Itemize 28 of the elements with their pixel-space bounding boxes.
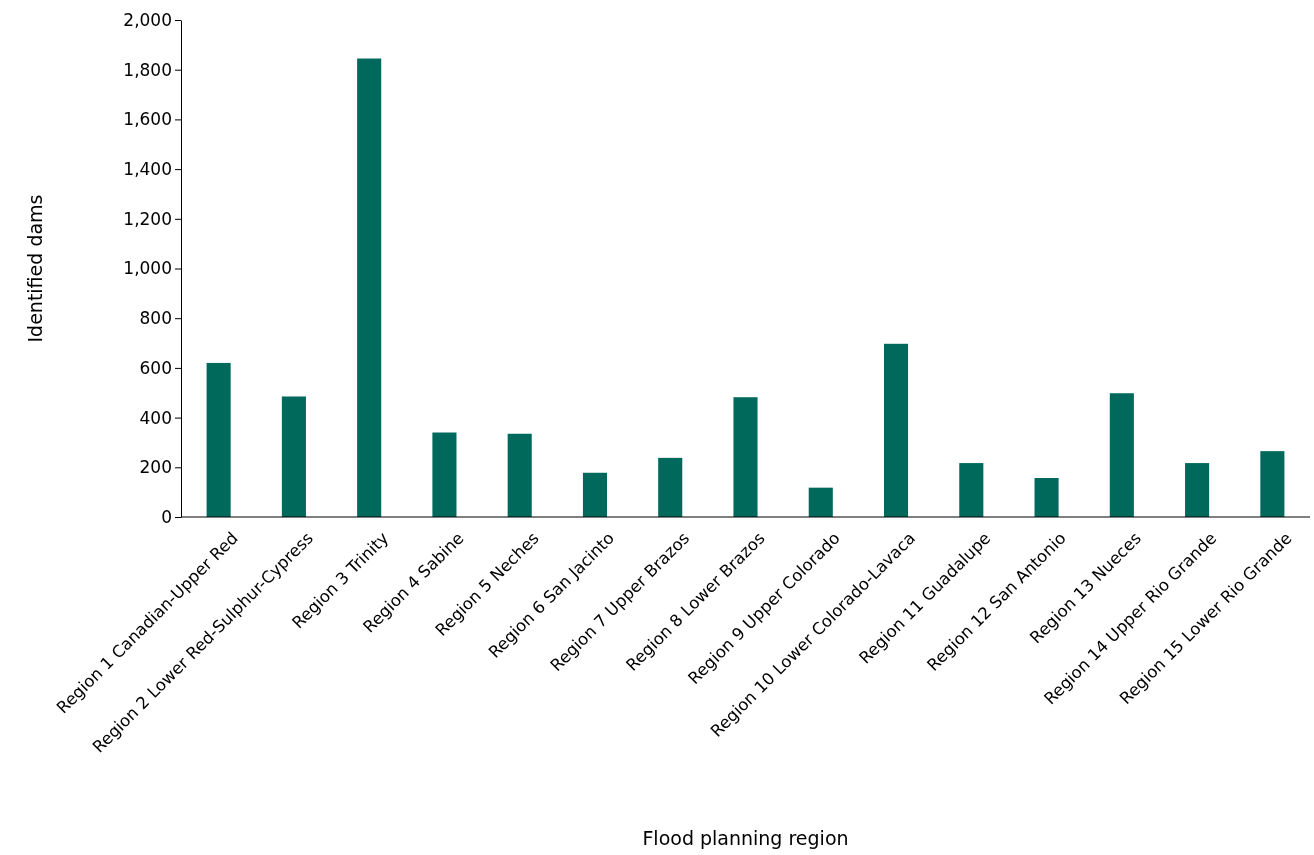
bar — [1185, 463, 1210, 517]
y-tick-label: 600 — [139, 357, 172, 378]
y-tick-label: 1,600 — [123, 109, 172, 130]
y-tick-label: 400 — [139, 407, 172, 428]
bar — [733, 397, 758, 517]
y-tick-label: 2,000 — [123, 9, 172, 30]
y-tick-label: 1,000 — [123, 258, 172, 279]
y-tick-label: 800 — [139, 308, 172, 329]
bar — [808, 487, 833, 517]
bar — [1260, 451, 1285, 517]
bar — [507, 433, 532, 517]
y-tick-label: 1,800 — [123, 59, 172, 80]
bar — [658, 457, 683, 517]
x-axis-title: Flood planning region — [642, 827, 849, 849]
bar — [432, 432, 457, 517]
y-tick-label: 0 — [161, 506, 172, 527]
y-tick-label: 1,200 — [123, 208, 172, 229]
y-tick-label: 1,400 — [123, 159, 172, 180]
y-axis-title: Identified dams — [24, 194, 46, 343]
bar — [357, 58, 382, 517]
bar — [582, 472, 608, 517]
bar — [959, 463, 984, 517]
bar — [1034, 477, 1059, 517]
bar — [206, 362, 231, 517]
bar — [883, 343, 909, 517]
y-tick-label: 200 — [139, 457, 172, 478]
bar — [281, 396, 306, 517]
bar — [1109, 393, 1134, 517]
